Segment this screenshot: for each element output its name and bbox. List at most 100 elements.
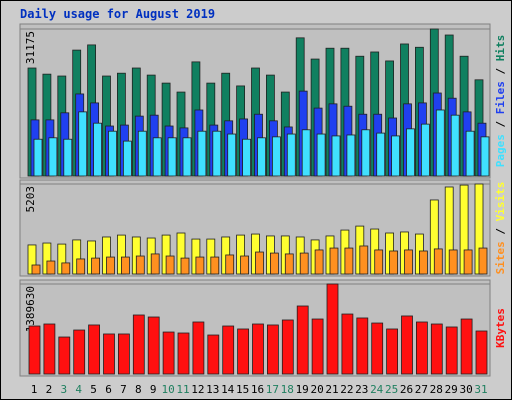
legend: Pages / Files / Hits: [494, 35, 507, 168]
bar: [197, 130, 207, 177]
x-tick-label: 20: [310, 383, 323, 396]
bar: [150, 253, 160, 275]
bar: [404, 249, 413, 275]
bar: [63, 138, 73, 177]
bar: [478, 247, 488, 275]
bar: [391, 135, 401, 177]
x-tick-label: 16: [251, 383, 264, 396]
bar: [271, 136, 281, 177]
bar: [212, 130, 222, 177]
bar: [299, 252, 309, 275]
x-tick-label: 2: [46, 383, 53, 396]
bar: [311, 318, 324, 375]
x-tick-label: 25: [385, 383, 398, 396]
x-tick-label: 10: [161, 383, 174, 396]
bar: [118, 333, 130, 375]
bar: [344, 247, 354, 275]
bar: [284, 253, 294, 275]
bar: [252, 323, 264, 375]
bar: [480, 136, 490, 177]
bar: [88, 324, 100, 375]
bar: [180, 257, 190, 275]
bar: [346, 134, 356, 177]
y-tick-label: 31175: [24, 31, 37, 64]
bar: [450, 114, 460, 177]
bar: [147, 316, 160, 375]
x-tick-label: 11: [176, 383, 189, 396]
bar: [255, 251, 264, 275]
bar: [401, 315, 413, 375]
bar: [132, 314, 145, 375]
chart-title: Daily usage for August 2019: [20, 7, 215, 21]
bar: [103, 333, 115, 375]
bar: [73, 329, 86, 375]
bar: [374, 249, 384, 275]
x-tick-label: 13: [206, 383, 219, 396]
x-tick-label: 22: [340, 383, 353, 396]
bar: [167, 137, 177, 177]
bar: [192, 321, 205, 375]
bar: [210, 256, 220, 275]
x-tick-label: 24: [370, 383, 384, 396]
bar: [286, 133, 296, 177]
bar: [108, 130, 117, 177]
x-tick-label: 6: [105, 383, 112, 396]
legend-entry: Sites: [494, 241, 507, 274]
legend-entry: KBytes: [494, 308, 507, 348]
bar: [415, 321, 428, 375]
bar: [376, 132, 386, 177]
bar: [331, 135, 341, 177]
x-tick-label: 26: [400, 383, 413, 396]
bar: [165, 255, 175, 275]
legend-entry: Hits: [494, 35, 507, 62]
bar: [418, 250, 428, 275]
bar: [301, 129, 311, 177]
bar: [435, 109, 445, 177]
x-tick-label: 31: [474, 383, 487, 396]
bar: [296, 305, 309, 375]
bar: [76, 258, 86, 275]
y-tick-label: 1389630: [24, 286, 37, 332]
legend-separator: /: [494, 114, 507, 134]
bar: [242, 138, 252, 177]
x-tick-label: 30: [459, 383, 472, 396]
bar: [58, 336, 71, 375]
bar: [257, 137, 266, 177]
bar: [28, 325, 41, 375]
bar: [433, 248, 443, 275]
bar: [48, 137, 58, 177]
bar: [341, 313, 354, 375]
bar: [329, 247, 339, 275]
legend: KBytes: [494, 308, 507, 348]
bar: [460, 318, 473, 375]
x-tick-label: 8: [135, 383, 142, 396]
legend: Sites / Visits: [494, 182, 507, 275]
bar: [33, 138, 43, 177]
x-tick-label: 27: [415, 383, 428, 396]
x-tick-label: 5: [90, 383, 97, 396]
x-tick-label: 12: [191, 383, 204, 396]
bar: [46, 260, 56, 275]
bar: [356, 317, 369, 375]
x-tick-label: 15: [236, 383, 249, 396]
bar: [91, 257, 100, 275]
bar: [420, 123, 430, 177]
x-tick-label: 1: [31, 383, 38, 396]
bar: [281, 319, 294, 375]
bar: [314, 249, 324, 275]
bar: [430, 323, 443, 375]
x-tick-label: 29: [445, 383, 458, 396]
bar: [162, 331, 175, 375]
x-tick-label: 4: [75, 383, 82, 396]
bar: [137, 130, 147, 177]
x-tick-label: 19: [296, 383, 309, 396]
bar: [269, 252, 279, 275]
bar: [222, 325, 235, 375]
bar: [135, 255, 145, 275]
bar: [465, 130, 475, 177]
bar: [316, 133, 326, 177]
bar: [106, 256, 115, 275]
bar: [266, 324, 279, 375]
bar: [448, 249, 458, 275]
bar: [475, 330, 488, 375]
